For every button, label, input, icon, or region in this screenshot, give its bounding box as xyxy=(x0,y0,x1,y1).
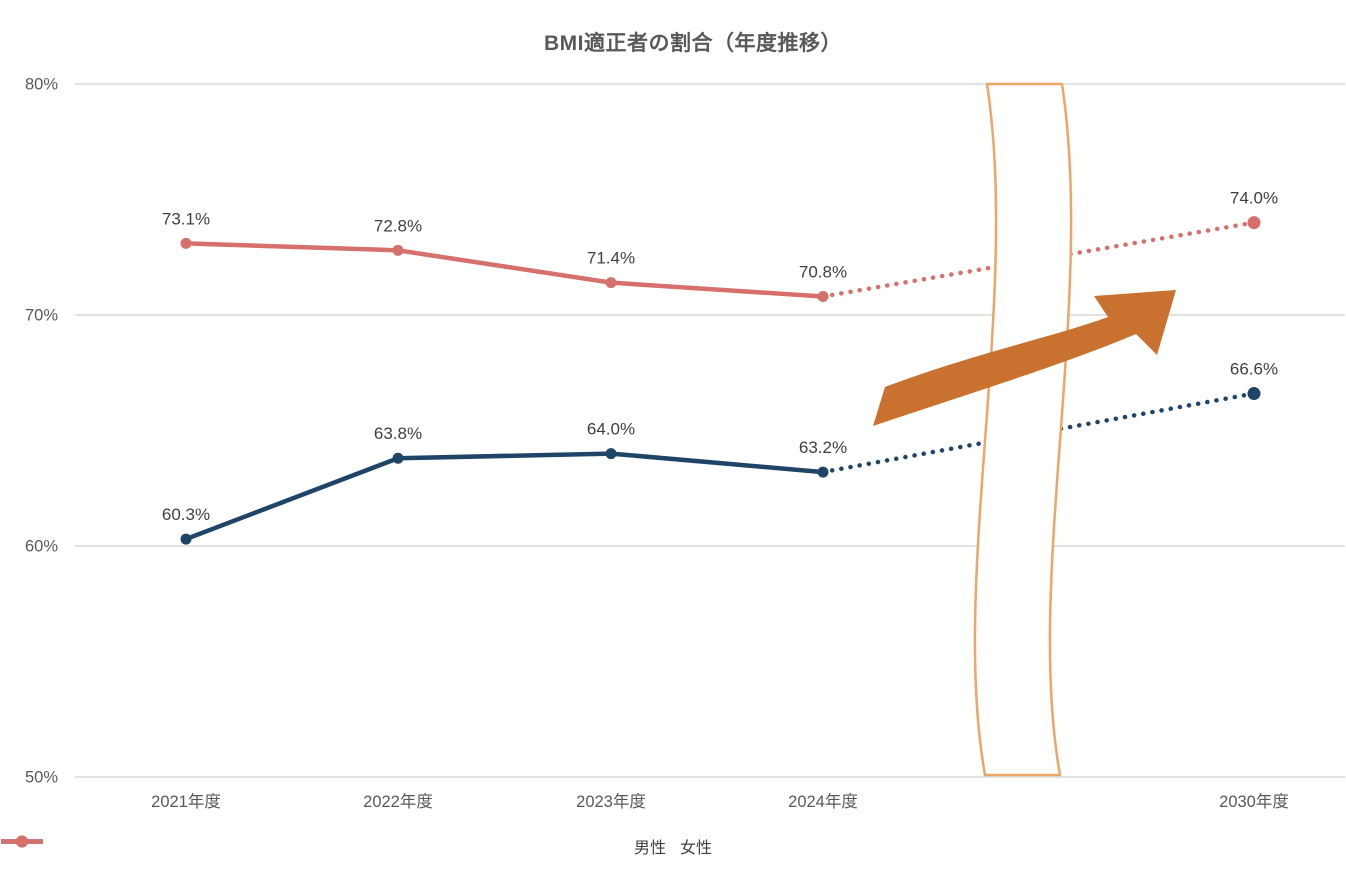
marker-female-1 xyxy=(392,244,404,256)
data-label-male-4: 66.6% xyxy=(1230,360,1278,379)
series-dotted-female xyxy=(820,220,1257,299)
legend-label-female: 女性 xyxy=(680,840,713,857)
x-tick-label-1: 2022年度 xyxy=(363,792,433,811)
marker-male-4 xyxy=(1247,387,1261,401)
data-label-male-0: 60.3% xyxy=(162,505,210,524)
chart-title: BMI適正者の割合（年度推移） xyxy=(544,32,842,55)
legend-item-male: 男性 xyxy=(1,834,666,858)
marker-female-0 xyxy=(180,237,192,249)
marker-female-3 xyxy=(817,291,829,303)
data-label-female-4: 74.0% xyxy=(1230,189,1278,208)
gridlines-layer xyxy=(75,83,1345,778)
upward-trend-arrow xyxy=(873,290,1176,426)
data-label-female-3: 70.8% xyxy=(799,263,847,282)
marker-male-2 xyxy=(605,448,617,460)
chart-legend: 男性 女性 xyxy=(0,834,1346,858)
data-label-female-2: 71.4% xyxy=(587,249,635,268)
x-tick-label-0: 2021年度 xyxy=(151,792,221,811)
y-tick-label-50: 50% xyxy=(25,769,58,787)
marker-female-2 xyxy=(605,277,617,289)
axis-break-band xyxy=(973,82,1073,777)
x-tick-label-3: 2024年度 xyxy=(788,792,858,811)
series-layer: 60.3% 63.8% 64.0% 63.2% 66.6% 73.1% 72.8% 71.4%… xyxy=(162,189,1278,545)
series-dotted-male xyxy=(820,391,1257,475)
axis-ticks-layer: 80% 70% 60% 50% 2021年度 2022年度 2023年度 2024年度 2030… xyxy=(25,76,1289,812)
data-label-male-1: 63.8% xyxy=(374,424,422,443)
y-tick-label-70: 70% xyxy=(25,307,58,325)
data-label-male-2: 64.0% xyxy=(587,420,635,439)
legend-line-marker-female xyxy=(1,835,43,848)
legend-item-female: 女性 xyxy=(1,834,713,858)
marker-male-3 xyxy=(817,466,829,478)
series-solid-male xyxy=(185,451,824,542)
series-solid-female xyxy=(185,241,824,299)
y-tick-label-80: 80% xyxy=(25,76,58,94)
data-label-female-1: 72.8% xyxy=(374,216,422,235)
x-tick-label-4: 2030年度 xyxy=(1219,792,1289,811)
legend-label-male: 男性 xyxy=(633,840,666,857)
data-label-male-3: 63.2% xyxy=(799,438,847,457)
x-tick-label-2: 2023年度 xyxy=(576,792,646,811)
marker-female-4 xyxy=(1247,216,1261,230)
y-tick-label-60: 60% xyxy=(25,538,58,556)
marker-male-0 xyxy=(180,533,192,545)
data-label-female-0: 73.1% xyxy=(162,209,210,228)
marker-male-1 xyxy=(392,452,404,464)
